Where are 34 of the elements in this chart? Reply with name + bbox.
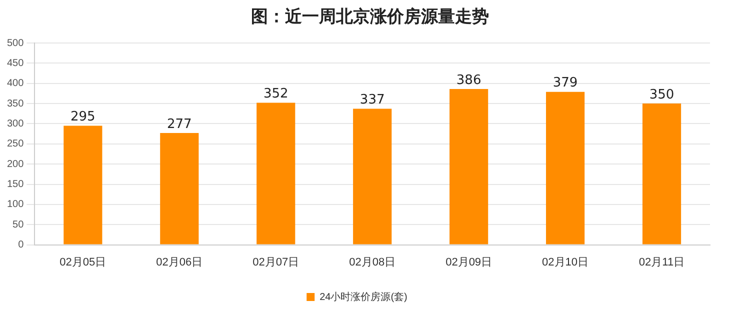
y-tick-label: 400 xyxy=(6,78,24,90)
data-label: 386 xyxy=(456,72,482,88)
x-tick-label: 02月10日 xyxy=(542,256,589,268)
x-tick-label: 02月05日 xyxy=(60,256,106,268)
data-label: 295 xyxy=(70,110,96,125)
chart-title: 图：近一周北京涨价房源量走势 xyxy=(250,6,490,29)
bar xyxy=(546,92,585,244)
x-tick-label: 02月11日 xyxy=(638,256,685,268)
y-tick-label: 0 xyxy=(18,240,24,251)
y-tick-label: 100 xyxy=(6,199,24,210)
bar xyxy=(256,102,296,244)
x-tick-label: 02月07日 xyxy=(252,256,300,268)
x-tick-label: 02月08日 xyxy=(349,256,396,268)
legend-label: 24小时涨价房源(套) xyxy=(320,290,408,303)
y-tick-label: 150 xyxy=(6,179,24,190)
y-tick-label: 50 xyxy=(12,219,24,230)
data-label: 350 xyxy=(649,87,674,102)
bar xyxy=(642,104,682,244)
bar xyxy=(160,133,199,244)
bar xyxy=(450,89,488,244)
y-tick-label: 500 xyxy=(6,38,24,49)
data-label: 352 xyxy=(263,86,288,102)
data-label: 337 xyxy=(360,92,385,108)
data-label: 379 xyxy=(552,76,578,91)
y-tick-label: 250 xyxy=(6,138,24,150)
y-tick-label: 450 xyxy=(6,58,24,69)
y-tick-label: 200 xyxy=(6,158,24,170)
x-tick-label: 02月09日 xyxy=(446,256,492,268)
y-tick-label: 300 xyxy=(6,118,24,130)
x-tick-label: 02月06日 xyxy=(156,256,203,268)
data-label: 277 xyxy=(166,116,192,132)
y-tick-label: 350 xyxy=(6,98,24,110)
bar xyxy=(353,108,392,244)
bar xyxy=(64,126,102,244)
